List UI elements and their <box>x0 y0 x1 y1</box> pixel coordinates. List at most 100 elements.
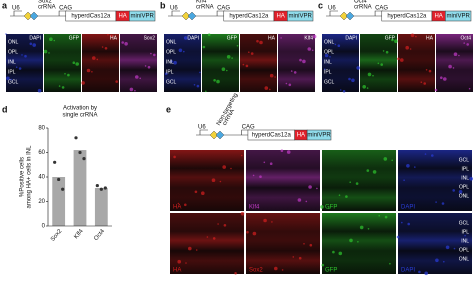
cell-signal <box>308 185 312 189</box>
layer-label: ONL <box>459 193 470 199</box>
cell-signal <box>211 178 216 182</box>
micrograph-signal <box>398 213 472 274</box>
cell-signal <box>21 54 23 56</box>
promoter-arrow <box>374 10 384 16</box>
cell-signal <box>10 78 13 81</box>
cell-signal <box>222 165 226 169</box>
cell-signal <box>67 73 70 77</box>
layer-label: IPL <box>166 69 174 75</box>
cell-signal <box>280 37 282 39</box>
cell-signal <box>351 78 355 83</box>
cell-signal <box>92 56 96 60</box>
cell-signal <box>263 218 267 223</box>
micrograph-signal <box>398 150 472 211</box>
cell-signal <box>320 205 324 209</box>
cell-signal <box>24 54 27 58</box>
bar <box>73 150 87 226</box>
cell-signal <box>339 89 342 91</box>
cell-signal <box>147 65 151 69</box>
cell-signal <box>372 74 374 77</box>
cell-signal <box>434 88 438 92</box>
promoter-arrow <box>199 129 208 135</box>
cell-signal <box>285 82 288 85</box>
cell-signal <box>221 67 226 71</box>
cell-signal <box>134 89 136 92</box>
cell-signal <box>240 211 245 216</box>
cell-signal <box>18 67 22 70</box>
channel-label: GFP <box>325 268 337 274</box>
cell-signal <box>259 175 262 178</box>
channel-label: DAPI <box>401 205 415 211</box>
cell-signal <box>252 174 255 177</box>
cell-signal <box>207 33 211 36</box>
cell-signal <box>425 69 428 71</box>
channel-label: HA <box>268 35 276 41</box>
cell-signal <box>349 181 352 183</box>
cell-signal <box>345 195 348 198</box>
promoter-label: CAG <box>375 6 388 12</box>
channel-label: GFP <box>325 205 337 211</box>
cell-signal <box>250 52 254 55</box>
cell-signal <box>199 71 201 74</box>
cell-signal <box>91 71 93 73</box>
micrograph-signal <box>246 150 320 211</box>
cell-signal <box>153 53 156 57</box>
cell-signal <box>173 155 176 159</box>
promoter-arrow <box>329 10 338 16</box>
micrograph-signal <box>398 34 435 92</box>
cell-signal <box>337 44 341 47</box>
micrograph-signal <box>246 213 320 274</box>
cell-signal <box>452 189 456 192</box>
panel-label: e <box>166 104 171 114</box>
cell-signal <box>357 241 359 243</box>
layer-label: IPL <box>461 229 469 235</box>
vpr-box <box>445 10 472 22</box>
cell-signal <box>86 68 91 73</box>
cell-signal <box>384 215 388 219</box>
promoter-label: U6 <box>328 6 336 12</box>
cell-signal <box>359 225 364 230</box>
cell-signal <box>177 202 180 205</box>
cell-signal <box>423 82 427 85</box>
cell-signal <box>177 259 181 264</box>
channel-label: HA <box>426 35 434 41</box>
replicate-dot <box>99 187 103 191</box>
crRNA-label: crRNA <box>196 5 214 11</box>
cell-signal <box>274 76 276 78</box>
cell-signal <box>240 154 243 157</box>
cell-signal <box>231 57 233 59</box>
cell-signal <box>362 85 367 89</box>
bar <box>94 188 108 226</box>
cell-signal <box>53 39 56 42</box>
replicate-dot <box>95 183 99 188</box>
cell-signal <box>183 50 185 53</box>
cell-signal <box>441 202 445 205</box>
cell-signal <box>448 64 452 69</box>
channel-label: DAPI <box>345 35 357 41</box>
promoter-label: CAG <box>217 6 230 12</box>
cell-signal <box>49 37 53 41</box>
channel-label: HA <box>173 268 181 274</box>
micrograph-signal <box>6 34 43 92</box>
layer-label: OPL <box>8 49 18 55</box>
layer-label: ONL <box>324 39 335 45</box>
replicate-dot <box>57 177 61 182</box>
bar <box>52 177 66 226</box>
cell-signal <box>463 42 466 44</box>
layer-label: INL <box>461 175 469 181</box>
channel-label: GFP <box>385 35 396 41</box>
cell-signal <box>205 90 207 93</box>
cell-signal <box>445 245 450 250</box>
cell-signal <box>271 221 273 223</box>
crRNA-label: Sox2 <box>38 0 52 5</box>
cell-signal <box>349 238 353 243</box>
cell-signal <box>6 76 10 81</box>
promoter-arrow <box>241 129 250 135</box>
cell-signal <box>410 33 415 38</box>
cell-signal <box>274 266 278 271</box>
cell-signal <box>107 33 109 36</box>
x-tick-label: Sox2 <box>50 228 64 243</box>
cas-label: hyperdCas12a <box>71 14 111 20</box>
